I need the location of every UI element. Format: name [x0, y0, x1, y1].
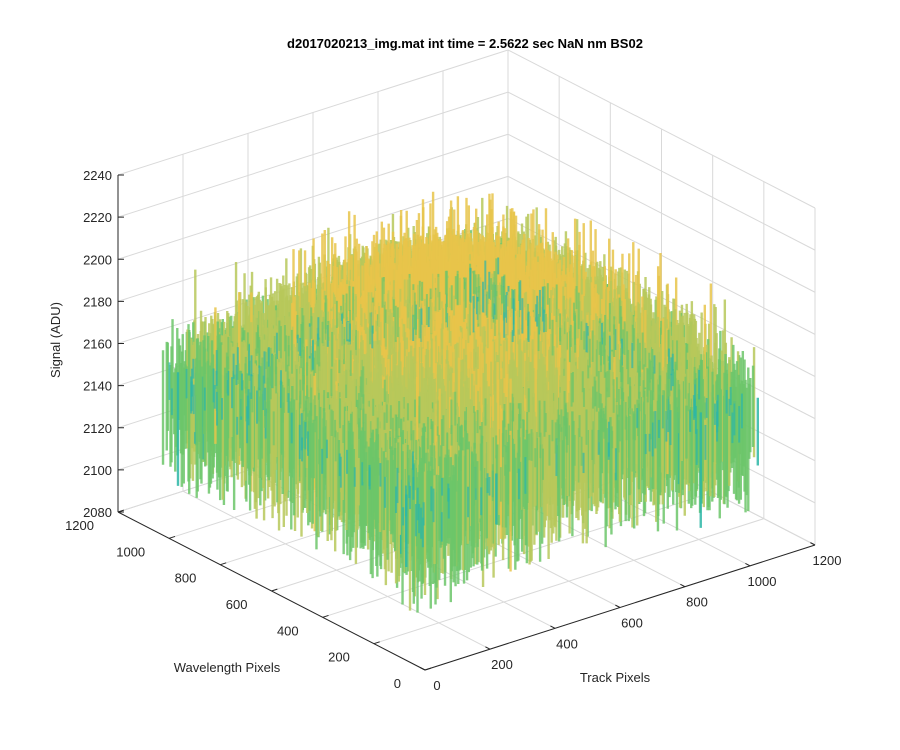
surface-layer [161, 191, 759, 613]
back-wall-gridline [117, 91, 509, 218]
side-wall-gridline [507, 91, 816, 251]
back-wall-gridline [117, 49, 509, 176]
side-wall-gridline [507, 49, 816, 209]
floor-gridline [373, 518, 764, 645]
back-wall-gridline [117, 133, 509, 260]
side-wall-gridline [507, 133, 816, 293]
